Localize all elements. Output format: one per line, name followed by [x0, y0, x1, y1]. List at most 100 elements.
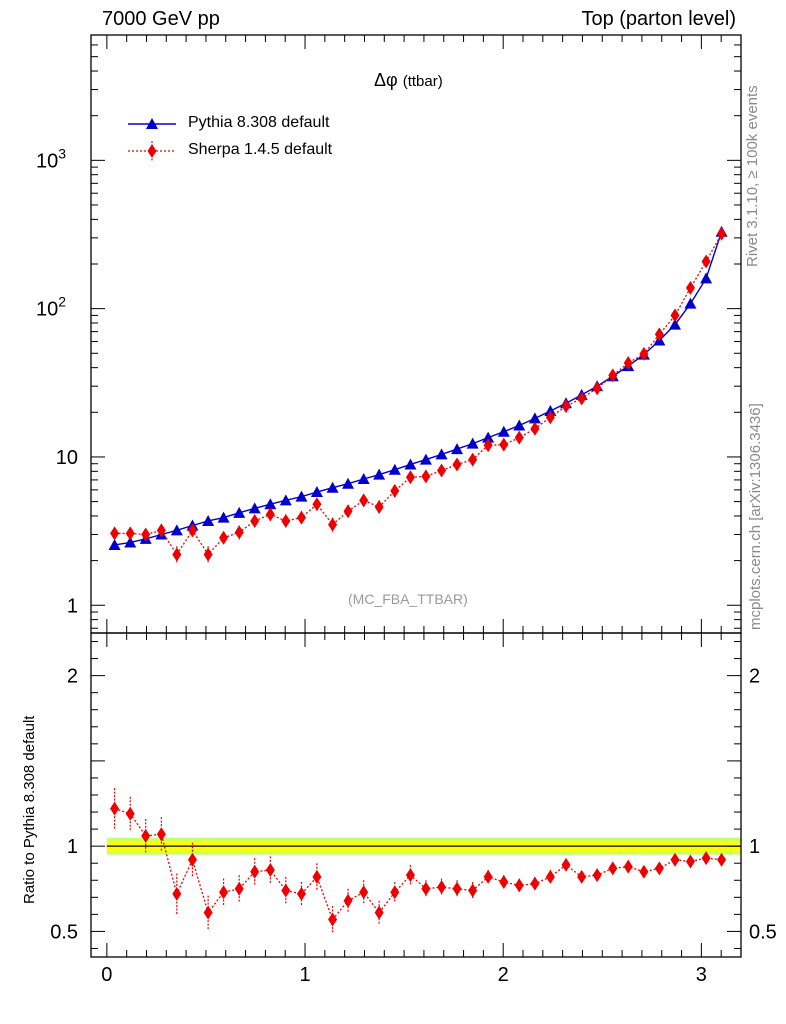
ratio-sherpa-point: [437, 880, 447, 895]
sherpa-point: [312, 497, 322, 512]
sherpa-point: [654, 327, 664, 342]
pythia-point: [124, 536, 137, 548]
legend-pythia-label: Pythia 8.308 default: [188, 114, 330, 131]
ratio-sherpa-point: [374, 905, 384, 920]
sherpa-point: [670, 308, 680, 323]
x-tick-label: 2: [498, 964, 509, 986]
pythia-point: [264, 498, 277, 510]
sherpa-point: [437, 463, 447, 478]
sherpa-point: [421, 469, 431, 484]
pythia-point: [248, 502, 261, 514]
pythia-point: [388, 463, 401, 475]
pythia-point: [684, 297, 697, 309]
ratio-sherpa-point: [499, 874, 509, 889]
ratio-sherpa-line: [114, 808, 722, 921]
pythia-point: [528, 412, 541, 424]
ratio-sherpa-point: [639, 864, 649, 879]
ratio-sherpa-point: [203, 905, 213, 920]
ratio-sherpa-point: [670, 852, 680, 867]
ratio-sherpa-point: [125, 806, 135, 821]
sherpa-point: [110, 526, 120, 541]
ratio-sherpa-point: [514, 878, 524, 893]
ratio-sherpa-point: [685, 854, 695, 869]
ratio-plot-frame: [90, 632, 742, 958]
ratio-sherpa-point: [592, 868, 602, 883]
sherpa-point: [608, 368, 618, 383]
pythia-point: [202, 514, 215, 526]
sherpa-point: [390, 483, 400, 498]
ratio-sherpa-point: [701, 851, 711, 866]
ratio-sherpa-point: [296, 886, 306, 901]
analysis-label: (MC_FBA_TTBAR): [348, 591, 468, 607]
plot-title: Δφ (ttbar): [374, 70, 443, 91]
x-tick-label: 1: [299, 964, 310, 986]
pythia-point: [404, 458, 417, 470]
sherpa-point: [343, 504, 353, 519]
pythia-point: [513, 419, 526, 431]
ratio-sherpa-point: [608, 861, 618, 876]
ratio-sherpa-point: [717, 852, 727, 867]
sherpa-point: [374, 499, 384, 514]
ratio-sherpa-point: [623, 859, 633, 874]
pythia-point: [295, 490, 308, 502]
sherpa-point: [250, 513, 260, 528]
pythia-point: [482, 431, 495, 443]
main-plot-frame: [90, 34, 742, 634]
main-y-tick-label: 10: [56, 447, 78, 469]
sherpa-point: [561, 399, 571, 414]
sherpa-point: [514, 430, 524, 445]
ratio-sherpa-point: [187, 852, 197, 867]
sherpa-point: [499, 437, 509, 452]
sherpa-point: [156, 523, 166, 538]
ratio-sherpa-point: [390, 885, 400, 900]
sherpa-point: [125, 526, 135, 541]
ratio-sherpa-point: [577, 869, 587, 884]
sherpa-point: [234, 525, 244, 540]
ratio-sherpa-point: [654, 861, 664, 876]
sherpa-point: [717, 226, 727, 241]
sherpa-point: [483, 438, 493, 453]
sherpa-point: [359, 493, 369, 508]
ratio-sherpa-point: [328, 912, 338, 927]
sherpa-point: [685, 280, 695, 295]
ratio-y-tick-label-right: 1: [749, 836, 760, 858]
x-tick-label: 3: [696, 964, 707, 986]
sherpa-point: [281, 513, 291, 528]
ratio-sherpa-point: [421, 881, 431, 896]
sherpa-point: [172, 547, 182, 562]
sherpa-point: [328, 517, 338, 532]
pythia-point: [669, 318, 682, 330]
main-y-tick-label: 1: [67, 595, 78, 617]
pythia-point: [326, 481, 339, 493]
pythia-point: [419, 453, 432, 465]
plot-title-sub: (ttbar): [402, 73, 443, 90]
main-y-tick-label: 103: [36, 145, 66, 172]
pythia-point: [497, 425, 510, 437]
sherpa-point: [265, 507, 275, 522]
header-right: Top (parton level): [581, 8, 736, 30]
pythia-series-line: [114, 231, 723, 546]
ratio-y-tick-label: 1: [67, 836, 78, 858]
plot-title-symbol: Δφ: [374, 70, 398, 90]
pythia-point: [466, 437, 479, 449]
ratio-sherpa-point: [561, 857, 571, 872]
sherpa-point: [468, 452, 478, 467]
pythia-point: [233, 506, 246, 518]
sherpa-point: [405, 470, 415, 485]
ratio-sherpa-point: [483, 869, 493, 884]
ratio-y-tick-label-right: 0.5: [749, 921, 777, 943]
pythia-point: [435, 448, 448, 460]
legend-sherpa-label: Sherpa 1.4.5 default: [188, 141, 333, 158]
pythia-point: [357, 473, 370, 485]
ratio-sherpa-point: [545, 869, 555, 884]
sherpa-point: [545, 410, 555, 425]
ratio-sherpa-point: [172, 886, 182, 901]
ratio-y-tick-label: 2: [67, 666, 78, 688]
header-left: 7000 GeV pp: [102, 8, 220, 30]
sherpa-point: [452, 457, 462, 472]
ratio-y-tick-label: 0.5: [50, 921, 78, 943]
pythia-point: [451, 443, 464, 455]
legend-pythia-marker: [146, 118, 158, 129]
sherpa-point: [530, 421, 540, 436]
